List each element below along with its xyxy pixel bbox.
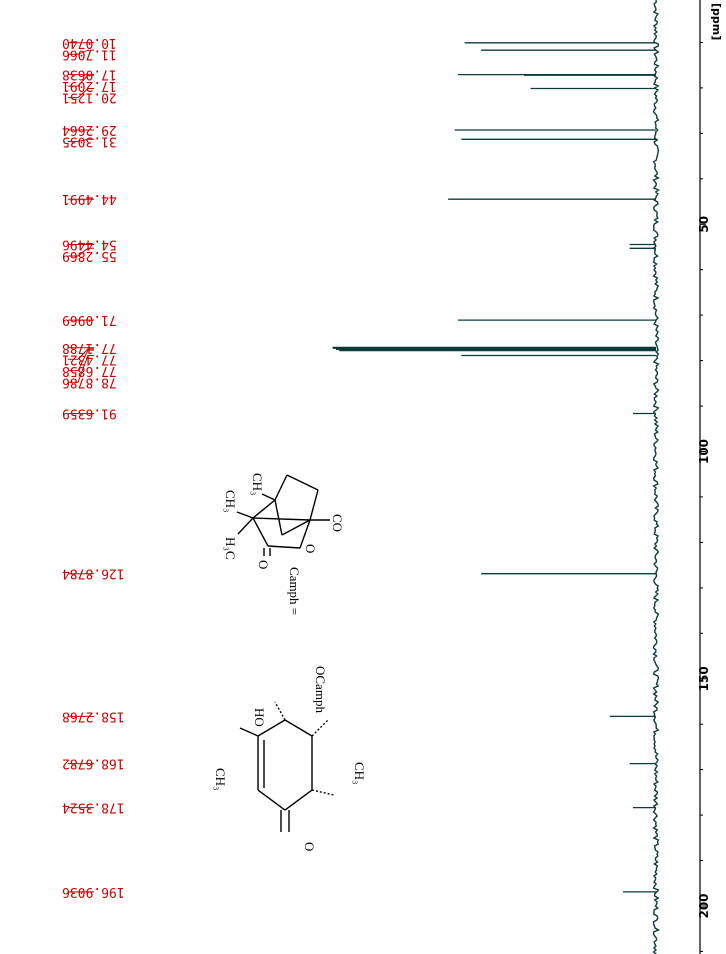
peak-label: 20.1251 bbox=[62, 90, 117, 105]
main-structure: O CH₃ HO OCamph CH₃ bbox=[213, 666, 367, 851]
peak-label: 77.4321 bbox=[62, 351, 117, 366]
peak-label: 54.4496 bbox=[62, 237, 117, 252]
peak-label: 71.0969 bbox=[62, 312, 117, 327]
peak-label: 44.4991 bbox=[62, 191, 117, 206]
peak-label: 77.1788 bbox=[62, 340, 117, 355]
peak-label: 29.2664 bbox=[62, 122, 117, 137]
peak-leader bbox=[68, 349, 94, 372]
axis-ticks: 50 100 150 200 bbox=[697, 42, 711, 952]
peak-label: 77.6858 bbox=[62, 363, 117, 378]
peak-label: 10.0740 bbox=[62, 35, 117, 50]
peak-label: 11.7066 bbox=[62, 46, 117, 61]
peak-label: 55.2869 bbox=[62, 248, 117, 263]
peak-label: 78.8786 bbox=[62, 374, 117, 389]
peak-leader bbox=[68, 247, 94, 257]
peak-label: 178.3524 bbox=[62, 800, 125, 815]
camph-methyl-3: H₃C bbox=[223, 537, 238, 560]
peak-label: 126.8784 bbox=[62, 566, 125, 581]
enone-methyl-bottom: CH₃ bbox=[352, 762, 367, 785]
peak-label: 168.6782 bbox=[62, 756, 125, 771]
peak-leader bbox=[68, 355, 94, 383]
camph-co: CO bbox=[330, 514, 345, 532]
peak-label: 17.0638 bbox=[62, 67, 117, 82]
enone-methyl-top: CH₃ bbox=[213, 768, 228, 791]
peak-leader bbox=[68, 74, 94, 87]
axis-tick-label: 50 bbox=[697, 216, 711, 233]
camph-ring-o: O bbox=[303, 544, 318, 553]
peak-lines bbox=[332, 42, 656, 893]
enone-ester: OCamph bbox=[313, 666, 328, 713]
axis-tick-label: 100 bbox=[697, 439, 711, 464]
enone-hydroxyl: HO bbox=[252, 708, 267, 727]
camph-methyl-2: CH₃ bbox=[250, 473, 265, 496]
peak-label: 91.6359 bbox=[62, 406, 117, 421]
axis-unit-label: [ppm] bbox=[710, 3, 723, 40]
camph-carbonyl-o: O bbox=[256, 560, 271, 569]
camph-label: Camph = bbox=[287, 567, 302, 615]
camph-methyl-1: CH₃ bbox=[223, 490, 238, 513]
spectrum-baseline bbox=[652, 0, 661, 954]
peak-leader bbox=[68, 88, 94, 99]
peak-leader bbox=[68, 348, 94, 360]
axis-tick-label: 200 bbox=[697, 893, 711, 918]
enone-carbonyl-o: O bbox=[302, 842, 317, 851]
camph-structure: Camph = O O CO CH₃ CH₃ H₃C bbox=[223, 473, 345, 615]
peak-label: 31.3035 bbox=[62, 134, 117, 149]
axis-tick-label: 150 bbox=[697, 666, 711, 691]
peak-leader bbox=[68, 138, 94, 142]
peak-leader bbox=[68, 49, 94, 55]
peak-label: 196.9036 bbox=[62, 884, 125, 899]
peak-label: 17.2091 bbox=[62, 78, 117, 93]
peak-label: 158.2768 bbox=[62, 708, 125, 723]
